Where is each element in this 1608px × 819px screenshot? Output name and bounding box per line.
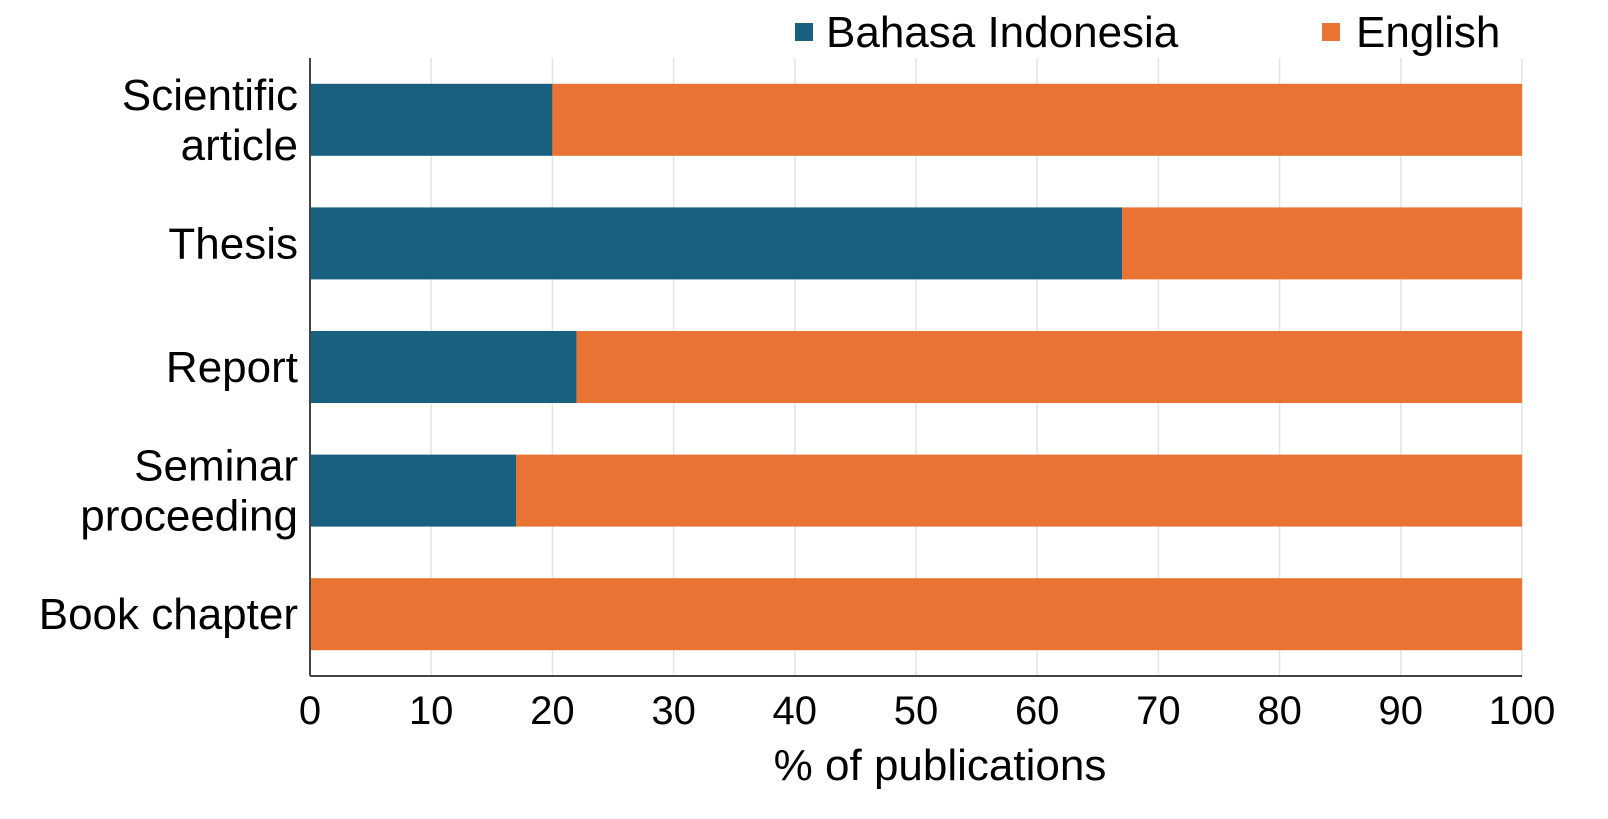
bar-segment-series2 (576, 331, 1522, 403)
bar-segment-series1 (310, 207, 1123, 280)
x-tick-label: 10 (409, 689, 454, 733)
legend-label: Bahasa Indonesia (826, 8, 1179, 57)
bar-segment-series2 (516, 454, 1522, 527)
category-label: Scientific article (122, 71, 298, 170)
x-tick-label: 60 (1015, 689, 1060, 733)
x-tick-label: 40 (773, 689, 818, 733)
legend-swatch (795, 23, 813, 41)
x-tick-label: 100 (1489, 689, 1556, 733)
category-label: Thesis (168, 219, 298, 268)
x-tick-label: 0 (299, 689, 321, 733)
bar-segment-series2 (310, 578, 1522, 651)
x-tick-label: 50 (894, 689, 939, 733)
x-tick-label: 90 (1379, 689, 1424, 733)
category-labels: Scientific article Thesis Report Seminar proc… (39, 71, 298, 639)
bar-segment-series1 (310, 331, 577, 403)
x-tick-label: 30 (651, 689, 696, 733)
x-axis-title: % of publications (774, 741, 1107, 790)
x-tick-labels: 0 10 20 30 40 50 60 70 80 90 100 (299, 689, 1556, 733)
axes (309, 58, 1522, 677)
x-tick-label: 80 (1257, 689, 1302, 733)
legend-swatch (1322, 23, 1340, 41)
category-label-line: Report (166, 343, 298, 392)
category-label: Book chapter (39, 590, 298, 639)
legend: Bahasa Indonesia English (795, 8, 1500, 57)
category-label-line: Seminar (134, 442, 298, 491)
x-tick-label: 20 (530, 689, 575, 733)
category-label: Report (166, 343, 298, 392)
bar-segment-series2 (552, 83, 1522, 156)
category-label-line: proceeding (80, 492, 298, 541)
category-label-line: article (181, 121, 298, 170)
bars (310, 83, 1522, 651)
x-tick-label: 70 (1136, 689, 1181, 733)
category-label: Seminar proceeding (80, 442, 298, 541)
category-label-line: Book chapter (39, 590, 298, 639)
bar-segment-series1 (310, 83, 553, 156)
legend-label: English (1356, 8, 1500, 57)
bar-segment-series1 (310, 454, 517, 527)
bar-segment-series2 (1122, 207, 1522, 280)
category-label-line: Scientific (122, 71, 298, 120)
category-label-line: Thesis (168, 219, 298, 268)
